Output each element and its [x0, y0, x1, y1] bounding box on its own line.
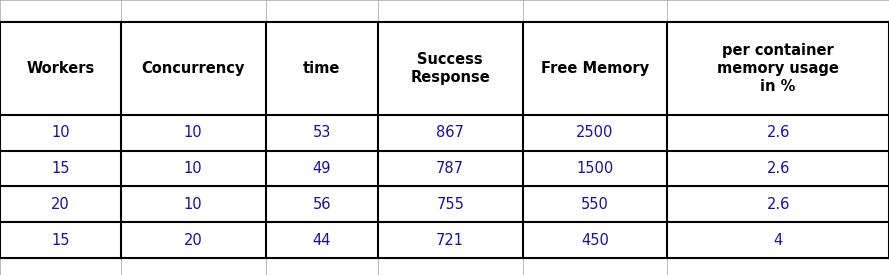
Text: 2.6: 2.6 [766, 197, 789, 212]
Text: Free Memory: Free Memory [541, 61, 649, 76]
Text: 10: 10 [184, 197, 203, 212]
Text: 1500: 1500 [576, 161, 613, 176]
Text: 2.6: 2.6 [766, 161, 789, 176]
Text: Concurrency: Concurrency [141, 61, 244, 76]
Text: Workers: Workers [27, 61, 94, 76]
Text: 550: 550 [581, 197, 609, 212]
Text: 755: 755 [436, 197, 464, 212]
Text: 15: 15 [52, 161, 69, 176]
Text: 10: 10 [184, 161, 203, 176]
Text: 20: 20 [51, 197, 70, 212]
Text: Success
Response: Success Response [411, 52, 490, 85]
Text: 721: 721 [436, 233, 464, 248]
Text: 787: 787 [436, 161, 464, 176]
Text: time: time [303, 61, 340, 76]
Text: 2500: 2500 [576, 125, 613, 140]
Text: 20: 20 [184, 233, 203, 248]
Text: 56: 56 [312, 197, 331, 212]
Text: 450: 450 [581, 233, 609, 248]
Text: 10: 10 [184, 125, 203, 140]
Text: per container
memory usage
in %: per container memory usage in % [717, 43, 839, 94]
Text: 867: 867 [436, 125, 464, 140]
Text: 53: 53 [313, 125, 331, 140]
Text: 44: 44 [312, 233, 331, 248]
Text: 10: 10 [52, 125, 69, 140]
Text: 4: 4 [773, 233, 782, 248]
Text: 15: 15 [52, 233, 69, 248]
Text: 49: 49 [312, 161, 331, 176]
Text: 2.6: 2.6 [766, 125, 789, 140]
